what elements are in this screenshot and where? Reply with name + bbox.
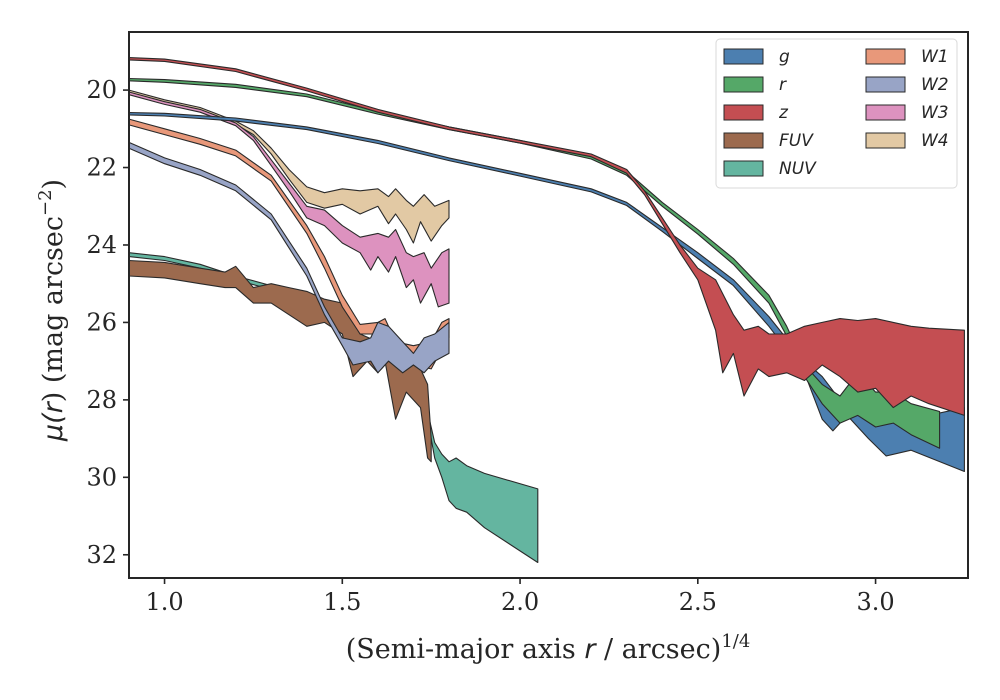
legend-label-nuv: NUV bbox=[779, 159, 817, 179]
legend-swatch-w3 bbox=[866, 105, 905, 120]
legend-label-fuv: FUV bbox=[779, 131, 814, 151]
x-tick-label: 1.0 bbox=[145, 588, 183, 616]
legend-swatch-r bbox=[724, 77, 763, 92]
x-axis-label-tail: / arcsec) bbox=[595, 634, 721, 665]
y-axis-label-pre: μ( bbox=[38, 412, 69, 442]
y-axis-label-close: ) bbox=[38, 179, 69, 190]
legend-label-w1: W1 bbox=[921, 47, 949, 67]
x-axis-label: (Semi-major axis r / arcsec)1/4 bbox=[346, 631, 751, 665]
legend: grz FUV NUV W1 W2 W3 W4 bbox=[716, 39, 957, 188]
y-tick-label: 20 bbox=[86, 76, 117, 104]
y-axis-label-exponent: −2 bbox=[35, 189, 56, 216]
legend-swatch-nuv bbox=[724, 161, 763, 176]
x-axis-label-main: (Semi-major axis bbox=[346, 634, 585, 665]
y-axis-label: μ(r) (mag arcsec−2) bbox=[35, 179, 69, 442]
x-tick-label: 1.5 bbox=[323, 588, 361, 616]
surface-brightness-chart: 1.0 1.5 2.0 2.5 3.0 20 22 24 26 28 30 32 (Semi-maj… bbox=[0, 0, 1000, 700]
legend-label-w3: W3 bbox=[921, 103, 949, 123]
legend-swatch-w2 bbox=[866, 77, 905, 92]
legend-label-r: r bbox=[779, 75, 787, 95]
legend-label-z: z bbox=[778, 103, 789, 123]
legend-swatch-g bbox=[724, 49, 763, 64]
legend-swatch-fuv bbox=[724, 133, 763, 148]
legend-swatch-w4 bbox=[866, 133, 905, 148]
y-tick-label: 32 bbox=[86, 541, 117, 569]
y-tick-label: 24 bbox=[86, 231, 117, 259]
x-tick-label: 2.5 bbox=[679, 588, 717, 616]
legend-label-w4: W4 bbox=[921, 131, 949, 151]
legend-swatch-w1 bbox=[866, 49, 905, 64]
legend-label-w2: W2 bbox=[921, 75, 949, 95]
y-tick-label: 28 bbox=[86, 386, 117, 414]
y-tick-label: 26 bbox=[86, 308, 117, 336]
legend-label-g: g bbox=[779, 47, 790, 67]
x-axis-label-exponent: 1/4 bbox=[721, 631, 750, 652]
x-tick-label: 3.0 bbox=[856, 588, 894, 616]
y-tick-label: 22 bbox=[86, 154, 117, 182]
legend-swatch-z bbox=[724, 105, 763, 120]
y-axis-label-post: ) (mag arcsec bbox=[38, 216, 69, 402]
y-tick-label: 30 bbox=[86, 463, 117, 491]
x-tick-label: 2.0 bbox=[501, 588, 539, 616]
